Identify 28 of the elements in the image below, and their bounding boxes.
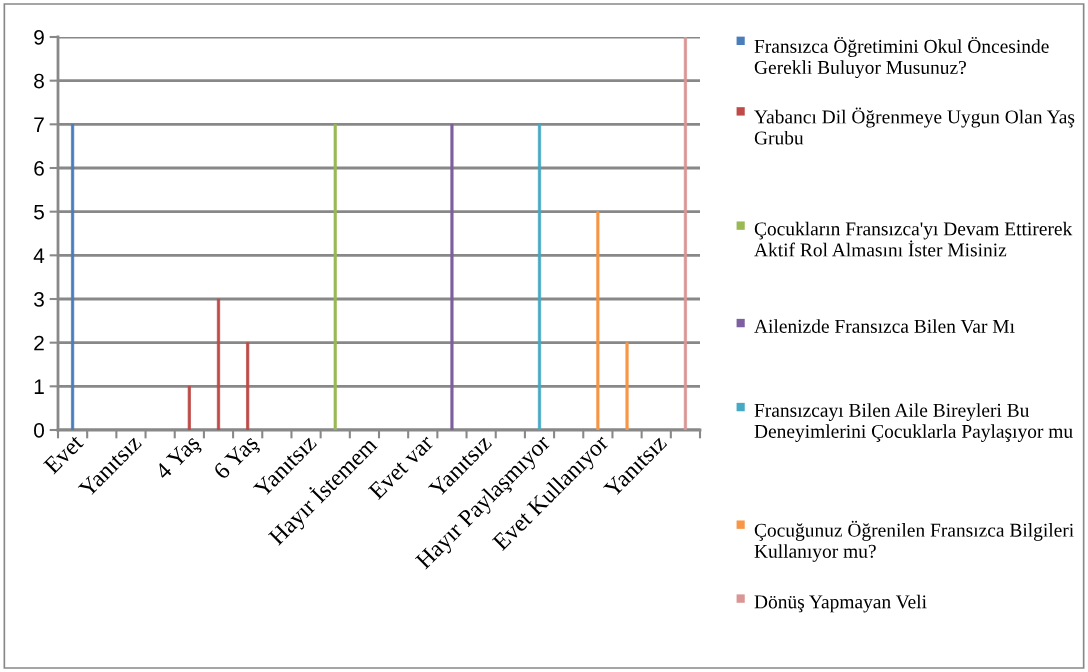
y-tick-label: 8: [34, 73, 44, 89]
bar: [333, 123, 337, 430]
legend-label: Fransızcayı Bilen Aile Bireyleri Bu Deneyimlerini Çocuklarla Paylaşıyor mu: [754, 403, 1073, 442]
bar: [596, 211, 600, 430]
bar: [450, 123, 454, 430]
bar: [187, 385, 191, 430]
bar: [216, 298, 221, 430]
y-tick-label: 0: [34, 423, 44, 438]
legend-label: Yabancı Dil Öğrenmeye Uygun Olan Yaş Grubu: [754, 107, 1075, 145]
legend-label: Fransızca Öğretimini Okul Öncesinde Gerekli Buluyor Musunuz?: [754, 36, 1049, 78]
y-tick-label: 7: [34, 117, 44, 132]
legend-label: Dönüş Yapmayan Veli: [754, 594, 927, 613]
y-tick-label: 1: [34, 379, 44, 394]
x-tick-label: 4 Yaş: [154, 433, 204, 484]
bar: [246, 342, 250, 430]
legend-label: Çocuğunuz Öğrenilen Fransızca Bilgileri Kullanıyor mu?: [754, 520, 1074, 562]
legend-label: Çocukların Fransızca'yı Devam Ettirerek Aktif Rol Almasını İster Misiniz: [754, 221, 1073, 257]
y-tick-label: 6: [34, 161, 44, 176]
y-tick-label: 5: [34, 204, 44, 220]
y-tick-label: 3: [34, 292, 44, 307]
y-tick-label: 2: [34, 335, 44, 351]
y-tick-label: 9: [34, 30, 44, 45]
bar: [683, 37, 687, 430]
bar: [537, 123, 542, 430]
legend-label: Ailenizde Fransızca Bilen Var Mı: [754, 319, 1015, 333]
bar: [71, 123, 75, 430]
y-tick-label: 4: [33, 248, 45, 263]
bar: [625, 342, 629, 430]
